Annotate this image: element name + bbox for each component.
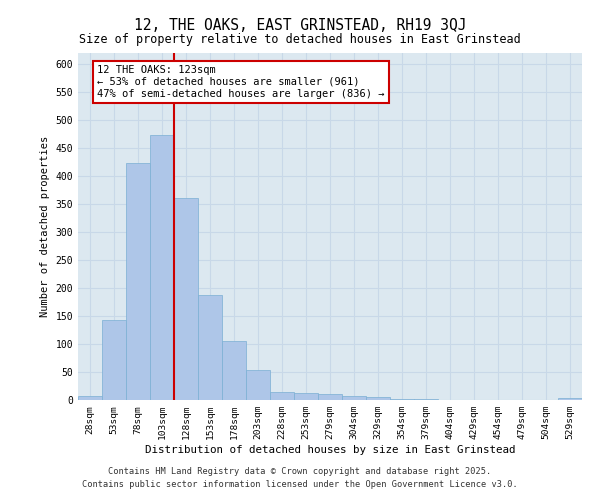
Text: 12, THE OAKS, EAST GRINSTEAD, RH19 3QJ: 12, THE OAKS, EAST GRINSTEAD, RH19 3QJ [134,18,466,32]
Text: Contains HM Land Registry data © Crown copyright and database right 2025.
Contai: Contains HM Land Registry data © Crown c… [82,468,518,489]
Bar [174,198,198,400]
Bar [102,320,126,400]
Text: Size of property relative to detached houses in East Grinstead: Size of property relative to detached ho… [79,32,521,46]
X-axis label: Distribution of detached houses by size in East Grinstead: Distribution of detached houses by size … [145,445,515,455]
Bar [366,397,390,400]
Bar [558,398,582,400]
Bar [294,392,318,400]
Y-axis label: Number of detached properties: Number of detached properties [40,136,50,317]
Text: 12 THE OAKS: 123sqm
← 53% of detached houses are smaller (961)
47% of semi-detac: 12 THE OAKS: 123sqm ← 53% of detached ho… [97,66,385,98]
Bar [390,399,414,400]
Bar [246,370,270,400]
Bar [222,341,246,400]
Bar [342,396,366,400]
Bar [270,392,294,400]
Bar [318,394,342,400]
Bar [198,294,222,400]
Bar [126,164,150,400]
Bar [78,396,102,400]
Bar [150,136,174,400]
